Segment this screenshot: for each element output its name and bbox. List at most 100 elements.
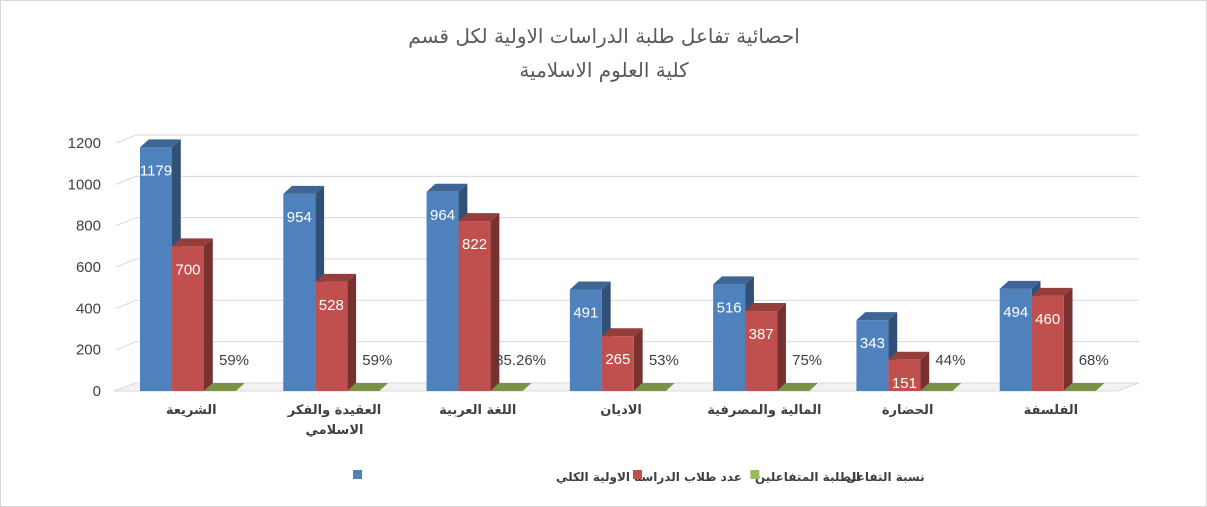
bar-total-front [713,284,746,391]
bar-interactive-side [1063,287,1073,391]
bars [140,139,1105,391]
y-tick-label: 800 [76,218,101,235]
bar-ratio [920,383,962,391]
bar-interactive-side [204,238,213,391]
data-label-ratio: 44% [935,352,965,369]
y-axis: 0 200 400 600 800 1000 1200 [68,135,101,400]
chart-title: احصائية تفاعل طلبة الدراسات الاولية لكل … [408,24,800,48]
legend-swatch [353,470,363,479]
bar-interactive [601,328,643,391]
bar-interactive-side [347,273,357,391]
bar-total-front [426,191,459,391]
gridline-side [115,299,137,309]
y-tick-label: 1000 [68,176,101,193]
bar-interactive [745,303,786,391]
bar-ratio-top [920,383,962,391]
category-label: الفلسفة [1024,403,1078,418]
bar-interactive-side [633,328,643,391]
bar-interactive-front [458,221,491,391]
bar-total-front [569,289,602,391]
bar-ratio-top [347,383,389,391]
category-label: الاسلامي [305,423,363,438]
legend-swatch [632,470,642,479]
bar-ratio-top [777,383,818,391]
legend-label: عدد طلاب الدراسة الاولية الكلي [556,470,742,485]
y-tick-label: 0 [93,383,101,400]
y-tick-label: 1200 [68,135,101,152]
category-label: الاديان [600,403,642,418]
bar-total-top [999,280,1041,289]
y-tick-label: 200 [76,342,101,359]
bar-ratio-top [490,383,532,391]
data-label-interactive: 822 [462,236,487,253]
bar-ratio [347,383,389,391]
category-label: الحضارة [882,403,934,418]
data-label-total: 1179 [140,162,172,179]
data-label-ratio: 85.26% [495,352,546,369]
data-label-total: 491 [573,305,598,322]
data-label-ratio: 59% [219,352,249,369]
data-label-ratio: 59% [362,352,392,369]
gridline-side [115,217,137,227]
bar-total [713,276,754,391]
data-label-interactive: 528 [319,297,344,314]
category-label: المالية والمصرفية [707,403,821,418]
bar-interactive-front [172,246,204,391]
bar-total-top [713,276,754,285]
bar-total-front [999,288,1032,391]
bar-ratio-top [204,383,245,391]
chart-title-group: احصائية تفاعل طلبة الدراسات الاولية لكل … [408,24,800,82]
category-label: اللغة العربية [439,403,516,418]
bar-total-top [426,183,468,192]
legend-label: نسبة التفاعل [846,470,925,484]
bar-interactive-top [172,238,213,247]
data-label-ratio: 68% [1079,352,1109,369]
bar-interactive-side [920,351,930,391]
data-label-interactive: 265 [605,351,630,368]
bar-interactive [458,213,500,391]
bar-interactive-top [315,273,357,282]
bar-total-top [283,185,325,194]
data-label-total: 964 [430,207,455,224]
bar-interactive-side [777,303,786,391]
data-labels: 1179 700 59% 954 528 59% 964 822 85.26% 491 265 53%… [140,162,1109,391]
bar-ratio-top [633,383,675,391]
bar-ratio [777,383,818,391]
bar-ratio [204,383,245,391]
bar-interactive-front [1031,295,1064,391]
bar-interactive-front [745,311,778,391]
gridline-side [115,258,137,268]
bar-total-top [140,139,181,148]
y-tick-label: 400 [76,300,101,317]
bar-total-top [569,281,611,290]
data-label-ratio: 53% [649,352,679,369]
bar-interactive-top [601,328,643,337]
bar-interactive-top [1031,287,1073,296]
legend: عدد طلاب الدراسة الاولية الكلي الطلبة الم… [353,470,925,485]
chart-subtitle: كلية العلوم الاسلامية [519,58,689,82]
bar-interactive [172,238,213,391]
bar-ratio-top [1063,383,1105,391]
data-label-total: 343 [860,335,885,352]
data-label-total: 516 [717,299,742,316]
bar-total-front [140,147,172,391]
bar-total-top [856,312,898,321]
data-label-total: 494 [1003,304,1028,321]
bar-interactive [315,273,357,391]
gridline-side [115,175,137,185]
bar-ratio [490,383,532,391]
data-label-interactive: 151 [892,375,917,392]
bar-interactive-side [490,213,500,391]
category-label: الشريعة [166,403,217,418]
legend-label: الطلبة المتفاعلين [755,470,860,484]
bar-ratio [633,383,675,391]
data-label-total: 954 [287,209,312,226]
gridline-side [115,341,137,351]
data-label-interactive: 700 [175,261,200,278]
legend-swatch [750,470,760,479]
data-label-interactive: 460 [1035,311,1060,328]
bar-interactive-top [888,351,930,360]
bar-interactive [888,351,930,391]
bar-interactive-top [745,303,786,312]
